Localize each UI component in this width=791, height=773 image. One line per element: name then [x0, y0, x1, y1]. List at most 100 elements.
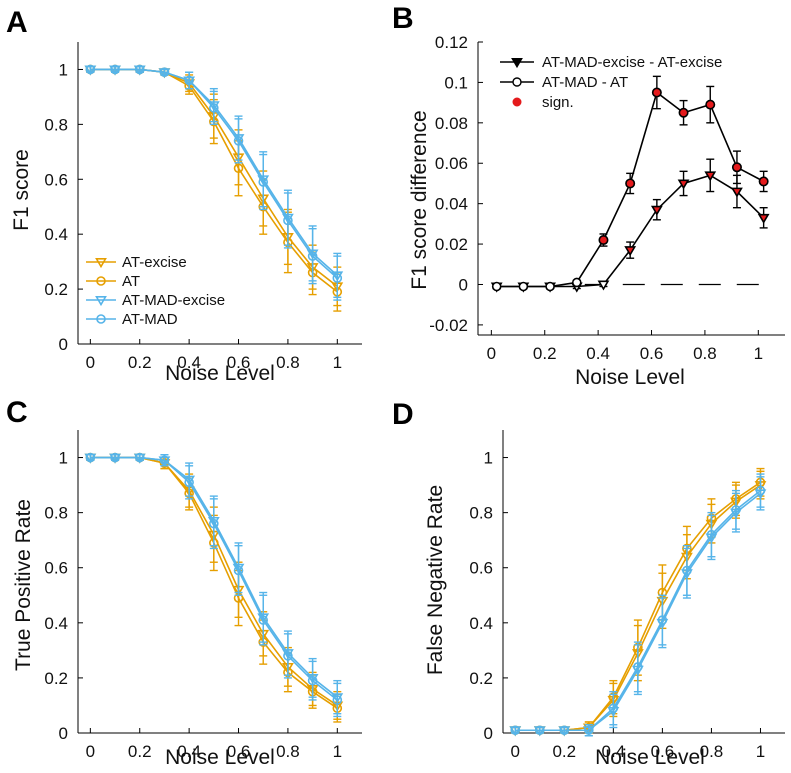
panel-c-data-point — [134, 452, 145, 463]
panel-b-x-axis-label: Noise Level — [575, 366, 685, 389]
panel-c-x-axis-label: Noise Level — [165, 746, 275, 769]
panel-a-legend-marker — [95, 258, 107, 269]
panel-a-data-point — [110, 64, 120, 75]
panel-a-legend-marker — [96, 276, 106, 286]
panel-d-data-point — [682, 565, 692, 576]
panel-d-series-at-mad-excise — [509, 476, 767, 737]
panel-c-y-tick-label: 0 — [59, 724, 68, 743]
panel-b-data-point — [518, 281, 529, 292]
panel-b-data-point — [598, 235, 609, 246]
panel-b-y-tick-label: 0.02 — [435, 235, 468, 254]
panel-a-legend-label: AT-MAD-excise — [122, 292, 225, 309]
panel-a-x-tick-label: 0.6 — [227, 353, 251, 372]
panel-b-legend-marker — [512, 97, 522, 107]
panel-d-y-tick-label: 1 — [484, 449, 493, 468]
panel-b-legend-marker — [512, 77, 522, 87]
panel-c-data-point — [110, 452, 120, 463]
panel-a-series-at-mad — [85, 64, 343, 301]
panel-c-y-tick-label: 0.6 — [44, 559, 68, 578]
panel-d-y-tick-label: 0.8 — [469, 504, 493, 523]
panel-c-series-line — [90, 456, 338, 709]
panel-b-data-point — [545, 281, 555, 292]
panel-d-y-tick-label: 0.6 — [469, 559, 493, 578]
panel-c-x-tick-label: 0 — [86, 742, 95, 761]
panel-d-data-point — [534, 725, 545, 736]
panel-c-true-positive-rate: 0 0.2 0.4 0.6 0.8 1 0 0.2 0.4 0.6 0.8 1 Noise Level T… — [12, 430, 362, 769]
panel-d-x-axis-label: Noise Level — [595, 746, 705, 769]
panel-c-x-tick-label: 0.2 — [128, 742, 152, 761]
panel-b-data-point — [677, 179, 690, 190]
panel-b-series-at-mad-at — [491, 75, 769, 292]
panel-c-series-at-mad — [85, 452, 343, 718]
panel-c-series-line — [90, 456, 338, 701]
panel-d-y-tick-label: 0 — [484, 724, 493, 743]
panel-b-data-point — [624, 246, 637, 257]
panel-b-data-point — [704, 171, 717, 182]
panel-a-x-tick-label: 0 — [86, 353, 95, 372]
panel-b-data-point — [491, 281, 502, 292]
panel-c-data-point — [283, 651, 293, 661]
panel-c-x-tick-label: 0.6 — [227, 742, 251, 761]
panel-c-x-tick-label: 0.8 — [276, 742, 300, 761]
panel-c-y-axis-label: True Positive Rate — [12, 499, 35, 671]
panel-b-data-point — [731, 187, 743, 198]
panel-b-legend: AT-MAD-excise - AT-excise AT-MAD - AT sign… — [500, 54, 722, 111]
panel-b-data-point — [705, 99, 716, 110]
panel-b-legend-label: AT-MAD - AT — [542, 74, 628, 91]
panel-b-y-tick-label: -0.02 — [429, 316, 468, 335]
panel-a-data-point — [209, 103, 219, 113]
panel-b-y-tick-label: 0.1 — [444, 73, 468, 92]
panel-a-x-tick-label: 1 — [333, 353, 342, 372]
panel-b-x-tick-label: 0.2 — [533, 344, 557, 363]
panel-c-y-tick-label: 0.2 — [44, 669, 68, 688]
panel-d-x-tick-label: 1 — [756, 742, 765, 761]
panel-b-x-tick-label: 0.4 — [586, 344, 610, 363]
panel-b-data-point — [625, 178, 636, 189]
panel-c-data-point — [258, 615, 269, 625]
panel-a-data-point — [85, 64, 96, 75]
panel-d-y-tick-label: 0.4 — [469, 614, 493, 633]
panel-b-x-tick-label: 0.6 — [640, 344, 664, 363]
panel-letter-c: C — [6, 396, 28, 429]
panel-a-legend-label: AT-MAD — [122, 311, 178, 328]
panel-c-series-at-mad-excise — [84, 453, 344, 715]
panel-d-data-point — [608, 703, 619, 714]
panel-b-y-tick-label: 0 — [459, 275, 468, 294]
panel-d-data-point — [510, 725, 521, 736]
panel-a-data-point — [184, 75, 194, 86]
panel-a-x-tick-label: 0.2 — [128, 353, 152, 372]
panel-a-legend: AT-excise AT AT-MAD-excise AT-MAD — [86, 254, 225, 328]
panel-a-data-point — [159, 67, 170, 77]
panel-b-y-tick-label: 0.06 — [435, 154, 468, 173]
panel-a-x-tick-label: 0.4 — [177, 353, 201, 372]
panel-d-data-point — [559, 725, 570, 736]
panel-d-data-point — [755, 485, 766, 496]
panel-b-data-point — [678, 107, 689, 118]
panel-c-series-line — [90, 456, 338, 698]
panel-a-x-tick-label: 0.8 — [276, 353, 300, 372]
panel-b-legend-label: AT-MAD-excise - AT-excise — [542, 54, 722, 71]
panel-a-data-point — [283, 215, 293, 226]
panel-d-data-point — [706, 529, 717, 540]
panel-letter-b: B — [392, 2, 414, 35]
panel-d-y-axis-label: False Negative Rate — [424, 485, 447, 675]
panel-c-x-tick-label: 0.4 — [177, 742, 201, 761]
panel-b-x-tick-label: 0 — [487, 344, 496, 363]
panel-c-data-point — [184, 477, 194, 488]
panel-d-y-tick-label: 0.2 — [469, 669, 493, 688]
panel-a-legend-marker — [96, 314, 106, 324]
panel-a-legend-label: AT-excise — [122, 254, 187, 271]
panel-d-data-point — [584, 725, 594, 736]
panel-a-y-tick-label: 0.4 — [44, 225, 68, 244]
panel-a-data-point — [134, 64, 145, 75]
panel-b-data-point — [597, 280, 610, 291]
panel-a-f1-score: 0 0.2 0.4 0.6 0.8 1 0 0.2 0.4 0.6 0.8 1 Noise Level F… — [10, 42, 362, 385]
panel-b-y-tick-label: 0.04 — [435, 195, 468, 214]
panel-b-data-point — [757, 213, 770, 224]
panel-b-y-axis-label: F1 score difference — [408, 110, 431, 289]
panel-c-x-tick-label: 1 — [333, 742, 342, 761]
panel-d-x-tick-label: 0.8 — [700, 742, 724, 761]
panel-c-series-at — [85, 452, 343, 723]
panel-a-data-point — [258, 177, 269, 187]
